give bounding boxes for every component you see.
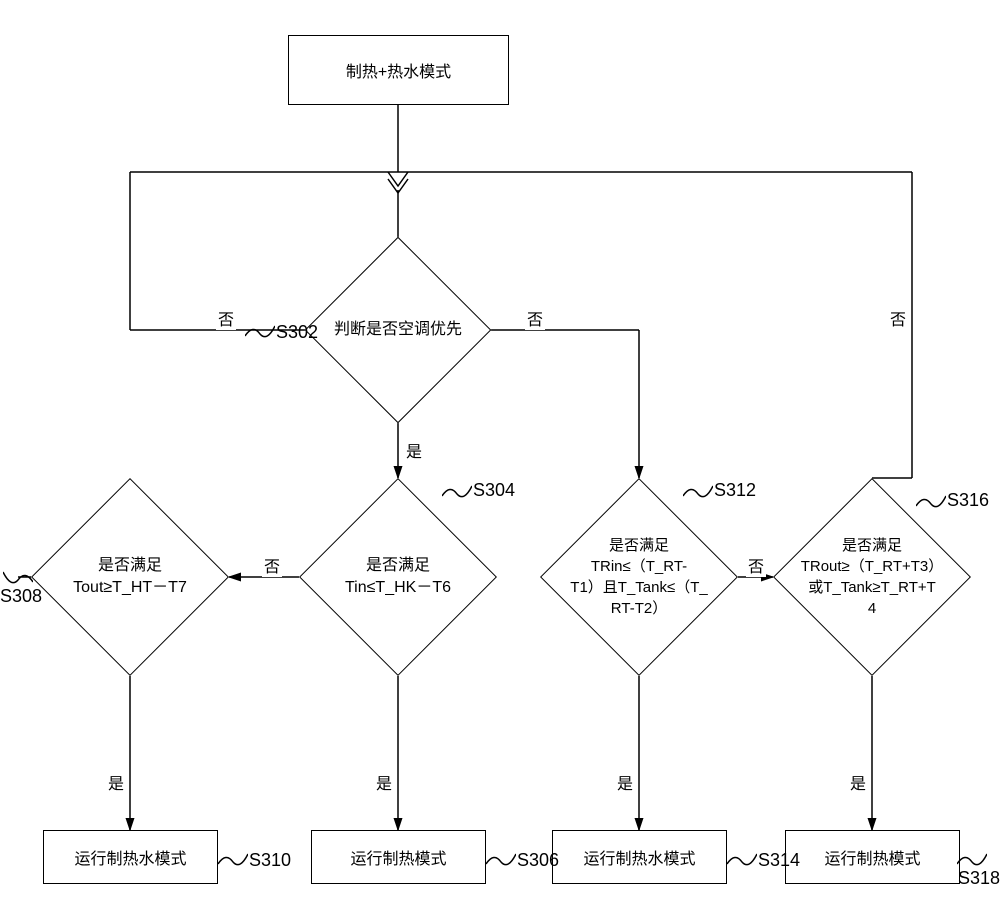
step-label-s312: S312 [714,480,756,501]
edge-yes-d316: 是 [848,770,868,794]
decision-s304-label: 是否满足 Tin≤T_HK－T6 [298,527,498,627]
edge-no-d302-left: 否 [216,306,236,330]
process-s318: 运行制热模式 [785,830,960,884]
step-label-s302: S302 [276,322,318,343]
callout-swoosh [245,324,275,338]
callout-swoosh [683,484,713,498]
start-node: 制热+热水模式 [288,35,509,105]
callout-swoosh [916,494,946,508]
edge-no-d304: 否 [262,553,282,577]
process-s310: 运行制热水模式 [43,830,218,884]
callout-swoosh [957,852,987,866]
edge-yes-d308: 是 [106,770,126,794]
edge-no-d312: 否 [746,553,766,577]
decision-s316-label: 是否满足 TRout≥（T_RT+T3） 或T_Tank≥T_RT+T 4 [772,517,972,637]
edge-yes-d312: 是 [615,770,635,794]
edge-no-d302-right: 否 [525,306,545,330]
step-label-s308: S308 [0,586,42,607]
decision-s312-label: 是否满足 TRin≤（T_RT- T1）且T_Tank≤（T_ RT-T2） [539,517,739,637]
callout-swoosh [727,852,757,866]
callout-swoosh [486,852,516,866]
step-label-s304: S304 [473,480,515,501]
decision-s308-label: 是否满足 Tout≥T_HT－T7 [30,527,230,627]
callout-swoosh [442,484,472,498]
process-s314: 运行制热水模式 [552,830,727,884]
edge-yes-d302: 是 [404,438,424,462]
edge-no-d316-loop: 否 [888,306,908,330]
step-label-s306: S306 [517,850,559,871]
process-s306: 运行制热模式 [311,830,486,884]
step-label-s314: S314 [758,850,800,871]
step-label-s310: S310 [249,850,291,871]
edge-yes-d304: 是 [374,770,394,794]
callout-swoosh [3,570,33,584]
step-label-s316: S316 [947,490,989,511]
step-label-s318: S318 [958,868,1000,889]
start-label: 制热+热水模式 [346,58,451,82]
callout-swoosh [218,852,248,866]
